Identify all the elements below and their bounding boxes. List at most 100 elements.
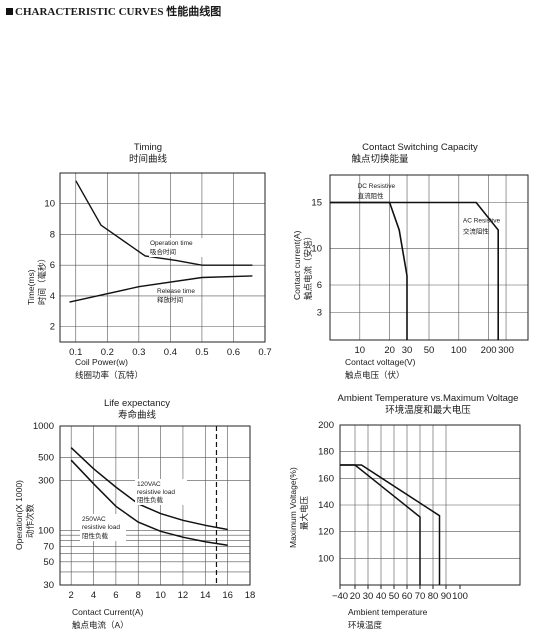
timing-y-tick-label: 2 bbox=[50, 322, 55, 333]
life-250vac-label-cn: 阻性负载 bbox=[82, 531, 109, 540]
temp-plot-frame bbox=[339, 424, 521, 586]
temp-upper-limit-line bbox=[340, 464, 441, 585]
life-xlabel: Contact Current(A) bbox=[72, 607, 143, 617]
temp-ylabel-cn: 最大电压 bbox=[299, 495, 309, 530]
capacity-xlabel-cn: 触点电压（伏） bbox=[345, 370, 405, 380]
section-header: CHARACTERISTIC CURVES 性能曲线图 bbox=[6, 3, 221, 19]
life-y-tick-label: 70 bbox=[43, 542, 54, 553]
capacity-y-tick-label: 3 bbox=[317, 308, 322, 319]
temp-x-tick-label: 100 bbox=[452, 591, 468, 602]
timing-plot-frame bbox=[59, 172, 266, 343]
timing-x-tick-label: 0.4 bbox=[164, 347, 177, 358]
life-x-tick-label: 6 bbox=[113, 590, 118, 601]
life-expectancy-chart: Life expectancy 寿命曲线 Contact Current(A) … bbox=[0, 390, 270, 638]
temp-y-tick-label: 100 bbox=[318, 553, 334, 564]
timing-subtitle: 时间曲线 bbox=[129, 153, 168, 165]
temp-ylabel: Maximum Voltage(%) bbox=[288, 467, 298, 548]
temp-y-tick-label: 160 bbox=[318, 473, 334, 484]
temp-y-tick-label: 120 bbox=[318, 527, 334, 538]
timing-operation-label: Operation time bbox=[150, 240, 193, 247]
life-ylabel-cn: 动作次数 bbox=[25, 503, 35, 538]
timing-y-tick-label: 8 bbox=[50, 229, 55, 240]
capacity-x-tick-label: 10 bbox=[355, 345, 366, 356]
temperature-voltage-chart-svg: Ambient Temperature vs.Maximum Voltage 环… bbox=[288, 393, 521, 630]
timing-x-tick-label: 0.5 bbox=[195, 347, 208, 358]
temp-x-tick-label: 80 bbox=[428, 591, 439, 602]
capacity-x-tick-label: 200 bbox=[481, 345, 497, 356]
life-x-tick-label: 2 bbox=[69, 590, 74, 601]
timing-release-label: Release time bbox=[157, 288, 195, 295]
capacity-xlabel: Contact voltage(V) bbox=[345, 357, 416, 367]
timing-title: Timing bbox=[134, 142, 162, 153]
capacity-subtitle: 触点切换能量 bbox=[351, 153, 409, 165]
timing-operation-time-line bbox=[75, 180, 253, 266]
life-x-tick-label: 18 bbox=[245, 590, 256, 601]
temp-x-tick-label: 50 bbox=[389, 591, 400, 602]
timing-operation-label-bg bbox=[149, 238, 213, 257]
timing-operation-label-cn: 吸合时间 bbox=[150, 247, 176, 256]
temp-x-tick-label: 70 bbox=[415, 591, 426, 602]
header-title-en: CHARACTERISTIC CURVES bbox=[15, 6, 164, 18]
life-y-tick-label: 300 bbox=[38, 476, 54, 487]
temp-xlabel: Ambient temperature bbox=[348, 607, 428, 617]
life-x-tick-label: 14 bbox=[200, 590, 211, 601]
capacity-ac-label: AC Resistive bbox=[463, 218, 501, 225]
timing-chart-svg: Timing 时间曲线 Coil Power(w) 线圈功率（瓦特） Time(… bbox=[26, 142, 272, 380]
timing-release-label-cn: 释放时间 bbox=[157, 295, 183, 304]
timing-x-tick-label: 0.6 bbox=[227, 347, 240, 358]
capacity-y-tick-label: 15 bbox=[311, 198, 322, 209]
life-x-tick-label: 16 bbox=[222, 590, 233, 601]
life-y-tick-label: 30 bbox=[43, 580, 54, 591]
life-250vac-label-line1: 250VAC bbox=[82, 516, 106, 523]
capacity-dc-label: DC Resistive bbox=[358, 183, 396, 190]
life-title: Life expectancy bbox=[104, 398, 170, 409]
life-ylabel: Operation(X 1000) bbox=[14, 480, 24, 550]
capacity-dc-resistive-line bbox=[330, 201, 408, 340]
capacity-ac-resistive-line bbox=[330, 201, 499, 340]
temp-subtitle: 环境温度和最大电压 bbox=[385, 404, 471, 416]
life-120vac-label-bg bbox=[135, 479, 187, 505]
header-title-cn: 性能曲线图 bbox=[166, 5, 222, 18]
temp-x-tick-label: 90 bbox=[441, 591, 452, 602]
square-bullet-icon bbox=[6, 8, 13, 15]
switching-capacity-chart-svg: Contact Switching Capacity 触点切换能量 Contac… bbox=[292, 142, 529, 380]
life-subtitle: 寿命曲线 bbox=[118, 409, 157, 421]
temp-title: Ambient Temperature vs.Maximum Voltage bbox=[338, 393, 519, 404]
life-120vac-curve bbox=[70, 447, 228, 531]
life-y-tick-label: 500 bbox=[38, 452, 54, 463]
switching-capacity-chart: Contact Switching Capacity 触点切换能量 Contac… bbox=[270, 135, 541, 385]
temp-lower-limit-line bbox=[340, 464, 421, 585]
temp-x-tick-label: 60 bbox=[402, 591, 413, 602]
capacity-y-tick-label: 6 bbox=[317, 280, 322, 291]
life-y-tick-label: 50 bbox=[43, 557, 54, 568]
temp-x-tick-label: −40 bbox=[332, 591, 348, 602]
capacity-x-tick-label: 20 bbox=[384, 345, 395, 356]
timing-ylabel: Time(ms) bbox=[26, 269, 36, 305]
temp-x-tick-label: 20 bbox=[350, 591, 361, 602]
capacity-x-tick-label: 300 bbox=[498, 345, 514, 356]
life-250vac-label-line2: resistive load bbox=[82, 524, 120, 531]
timing-xlabel: Coil Power(w) bbox=[75, 357, 128, 367]
life-x-tick-label: 8 bbox=[136, 590, 141, 601]
capacity-title: Contact Switching Capacity bbox=[362, 142, 478, 153]
timing-x-tick-label: 0.3 bbox=[132, 347, 145, 358]
life-120vac-label-line1: 120VAC bbox=[137, 481, 161, 488]
life-120vac-label-line2: resistive load bbox=[137, 489, 175, 496]
temp-x-tick-label: 40 bbox=[376, 591, 387, 602]
life-y-tick-label: 100 bbox=[38, 525, 54, 536]
capacity-x-tick-label: 100 bbox=[451, 345, 467, 356]
timing-xlabel-cn: 线圈功率（瓦特） bbox=[75, 370, 143, 380]
capacity-x-tick-label: 30 bbox=[402, 345, 413, 356]
temp-y-tick-label: 140 bbox=[318, 500, 334, 511]
capacity-ylabel: Contact current(A) bbox=[292, 230, 302, 300]
life-250vac-label-bg bbox=[80, 514, 126, 541]
temp-y-tick-label: 180 bbox=[318, 447, 334, 458]
life-x-tick-label: 10 bbox=[155, 590, 166, 601]
life-x-tick-label: 4 bbox=[91, 590, 96, 601]
life-expectancy-chart-svg: Life expectancy 寿命曲线 Contact Current(A) … bbox=[14, 398, 256, 630]
capacity-y-tick-label: 10 bbox=[311, 243, 322, 254]
timing-x-tick-label: 0.1 bbox=[69, 347, 82, 358]
capacity-ylabel-cn: 触点电流（安培） bbox=[303, 232, 313, 300]
capacity-dc-label-cn: 直流阻性 bbox=[358, 191, 385, 200]
temperature-voltage-chart: Ambient Temperature vs.Maximum Voltage 环… bbox=[270, 390, 541, 638]
